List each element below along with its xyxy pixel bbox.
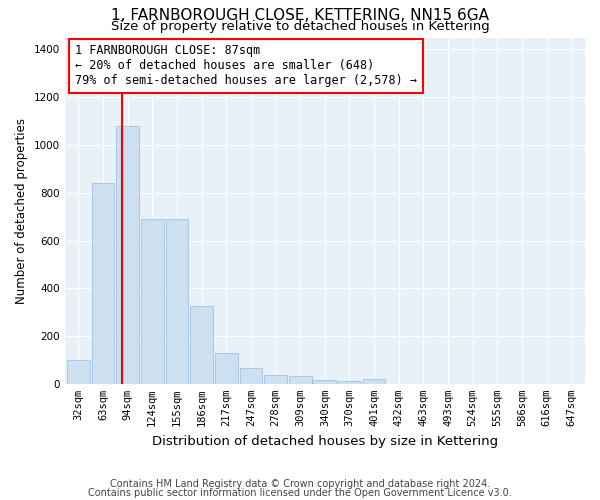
Text: Contains HM Land Registry data © Crown copyright and database right 2024.: Contains HM Land Registry data © Crown c… — [110, 479, 490, 489]
Y-axis label: Number of detached properties: Number of detached properties — [15, 118, 28, 304]
Bar — [363, 378, 385, 384]
Bar — [166, 219, 188, 384]
Bar — [239, 368, 262, 384]
Bar — [338, 382, 361, 384]
Bar — [190, 306, 213, 384]
Text: Contains public sector information licensed under the Open Government Licence v3: Contains public sector information licen… — [88, 488, 512, 498]
Bar — [141, 219, 164, 384]
Text: 1 FARNBOROUGH CLOSE: 87sqm
← 20% of detached houses are smaller (648)
79% of sem: 1 FARNBOROUGH CLOSE: 87sqm ← 20% of deta… — [75, 44, 417, 88]
Bar — [92, 183, 114, 384]
Text: 1, FARNBOROUGH CLOSE, KETTERING, NN15 6GA: 1, FARNBOROUGH CLOSE, KETTERING, NN15 6G… — [111, 8, 489, 22]
Text: Size of property relative to detached houses in Kettering: Size of property relative to detached ho… — [110, 20, 490, 33]
Bar — [67, 360, 89, 384]
Bar — [313, 380, 336, 384]
Bar — [289, 376, 311, 384]
Bar — [215, 353, 238, 384]
X-axis label: Distribution of detached houses by size in Kettering: Distribution of detached houses by size … — [152, 434, 498, 448]
Bar — [264, 374, 287, 384]
Bar — [116, 126, 139, 384]
